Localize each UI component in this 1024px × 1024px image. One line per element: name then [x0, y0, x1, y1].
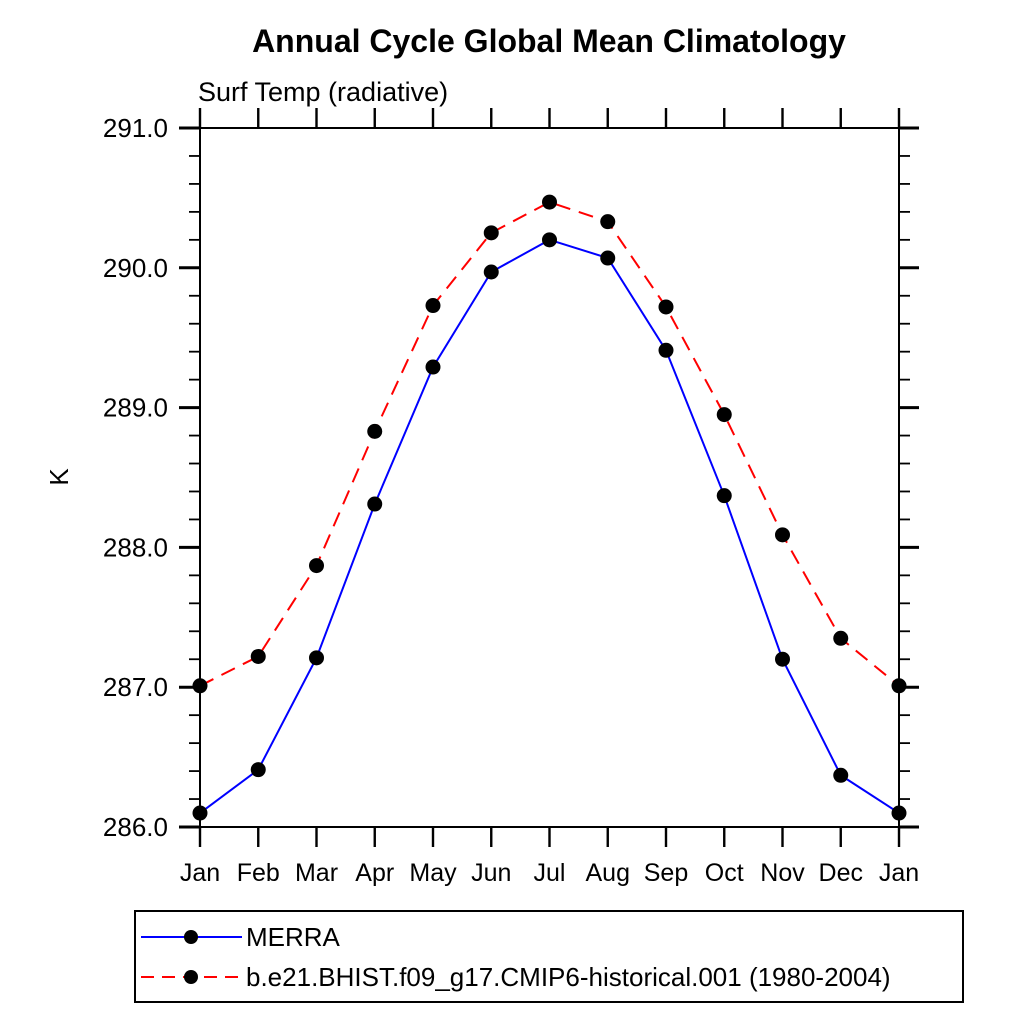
- legend-entry-model: b.e21.BHIST.f09_g17.CMIP6-historical.001…: [141, 962, 891, 992]
- merra-series-line: [199, 238, 900, 814]
- y-tick-label: 286.0: [103, 812, 168, 842]
- data-point-marker: [658, 342, 674, 358]
- model-marker-sample: [184, 970, 198, 984]
- data-point-marker: [483, 264, 499, 280]
- data-point-marker: [425, 359, 441, 375]
- data-point-marker: [309, 650, 324, 666]
- y-tick-label: 288.0: [103, 532, 168, 562]
- x-tick-label: Sep: [644, 859, 688, 887]
- data-point-marker: [192, 678, 208, 694]
- data-point-marker: [891, 678, 907, 694]
- legend-label-model: b.e21.BHIST.f09_g17.CMIP6-historical.001…: [246, 962, 891, 992]
- y-axis-label: K: [44, 468, 74, 486]
- y-tick-label: 287.0: [103, 672, 168, 702]
- data-point-marker: [250, 762, 266, 778]
- legend-label-merra: MERRA: [246, 922, 341, 952]
- model-series-line: [199, 201, 900, 687]
- axes: 286.0 287.0 288.0 289.0 290.0 291.0 Jan Feb Mar A…: [103, 108, 919, 887]
- data-point-marker: [833, 630, 849, 646]
- y-tick-label: 289.0: [103, 393, 168, 423]
- data-point-marker: [250, 648, 266, 664]
- merra-marker-sample: [184, 930, 198, 944]
- data-point-marker: [425, 298, 441, 314]
- x-tick-label: Jun: [471, 859, 511, 887]
- data-point-marker: [775, 651, 790, 667]
- data-point-marker: [367, 423, 383, 439]
- x-tick-label: Apr: [355, 859, 394, 887]
- data-point-marker: [483, 225, 499, 241]
- legend: MERRA b.e21.BHIST.f09_g17.CMIP6-historic…: [134, 910, 964, 1003]
- y-tick-label: 291.0: [103, 113, 168, 143]
- x-tick-label: Jan: [180, 859, 220, 887]
- data-point-marker: [833, 767, 849, 783]
- data-point-marker: [891, 805, 907, 821]
- x-tick-label: Oct: [705, 859, 744, 887]
- data-point-marker: [542, 232, 557, 248]
- x-tick-label: Aug: [586, 859, 630, 887]
- data-point-marker: [192, 805, 208, 821]
- x-tick-label: Nov: [760, 859, 805, 887]
- x-tick-label: Mar: [295, 859, 338, 887]
- data-point-marker: [542, 194, 557, 210]
- x-tick-label: Dec: [819, 859, 863, 887]
- legend-entry-merra: MERRA: [141, 922, 341, 952]
- y-tick-label: 290.0: [103, 253, 168, 283]
- x-tick-label: Jul: [534, 859, 566, 887]
- data-point-marker: [775, 527, 790, 543]
- data-point-marker: [600, 214, 616, 230]
- x-tick-label: May: [409, 859, 457, 887]
- data-point-marker: [716, 407, 732, 423]
- legend-box: [134, 910, 964, 1003]
- data-series: [192, 194, 907, 821]
- data-point-marker: [716, 488, 732, 504]
- data-point-marker: [367, 496, 383, 512]
- data-point-marker: [600, 250, 616, 266]
- data-point-marker: [309, 558, 324, 574]
- chart-subtitle: Surf Temp (radiative): [198, 77, 448, 107]
- data-point-marker: [658, 299, 674, 315]
- x-tick-label: Feb: [237, 859, 280, 887]
- x-tick-label: Jan: [879, 859, 919, 887]
- chart-title: Annual Cycle Global Mean Climatology: [252, 23, 846, 59]
